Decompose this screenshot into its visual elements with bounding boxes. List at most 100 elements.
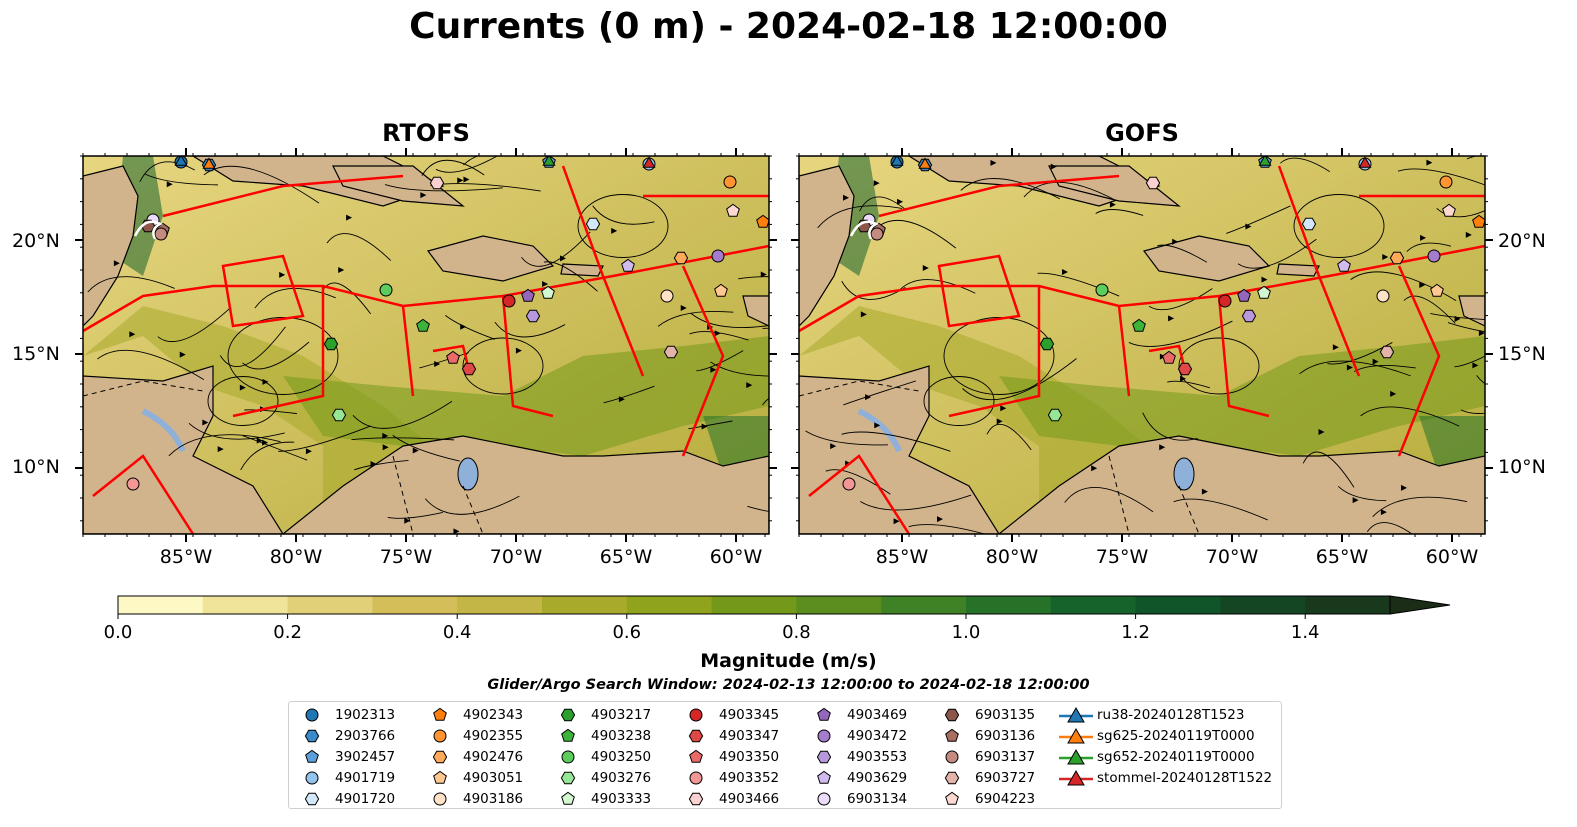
circle-marker-icon (689, 771, 703, 785)
legend-item: 4903250 (551, 747, 651, 768)
colorbar-segment (796, 596, 882, 614)
hexagon-marker-icon (304, 729, 320, 743)
map-panel-rtofs[interactable] (75, 132, 872, 556)
y-tick-label: 10°N (12, 456, 60, 478)
legend-item-label: 6903136 (975, 728, 1036, 745)
pentagon-marker-icon (945, 791, 959, 805)
legend-item: 4903350 (679, 747, 779, 768)
legend-item: 6903727 (935, 767, 1035, 788)
x-tick-label: 70°W (489, 546, 543, 568)
legend-item-label: 6903134 (847, 790, 908, 807)
colorbar-tick-label: 0.2 (273, 622, 302, 643)
hexagon-marker-icon (560, 709, 576, 722)
legend-item: 4903345 (679, 705, 779, 726)
circle-marker-icon (689, 708, 703, 722)
map-marker-4902355 (1439, 175, 1453, 189)
colorbar-label: Magnitude (m/s) (700, 650, 877, 672)
legend-item-label: 4903352 (719, 769, 780, 786)
hexagon-marker-icon (432, 750, 448, 764)
legend-item-label: sg652-20240119T0000 (1097, 748, 1255, 765)
colorbar-tick-label: 0.0 (103, 622, 133, 643)
legend-item: 6903135 (935, 705, 1035, 726)
map-marker-6903137 (154, 227, 168, 241)
pentagon-marker-icon (561, 728, 575, 742)
legend-item: 4901720 (295, 788, 395, 809)
x-tick-label: 85°W (875, 546, 929, 568)
legend-item-label: 6903137 (975, 748, 1036, 765)
legend-item: 1902313 (295, 705, 395, 726)
legend-item-label: 4903333 (591, 790, 652, 807)
colorbar-segment (626, 596, 713, 614)
hexagon-marker-icon (944, 709, 960, 722)
map-panel-gofs[interactable] (791, 131, 1576, 556)
legend-item: 4901719 (295, 767, 395, 788)
map-marker-4903629 (621, 258, 635, 272)
map-marker-4902476 (1389, 251, 1405, 265)
map-marker-4903350 (446, 350, 460, 364)
colorbar-tick-label: 0.4 (442, 622, 472, 643)
legend-item-label: 1902313 (335, 707, 396, 724)
legend-item: 4902355 (423, 726, 523, 747)
triangle-marker-icon (1059, 728, 1093, 744)
y-tick-label: 15°N (1498, 343, 1546, 365)
legend-item: 4903553 (807, 747, 907, 768)
legend-item-label: 4903347 (719, 728, 780, 745)
map-marker-4903466 (1145, 176, 1161, 190)
map-marker-4903186 (1376, 289, 1390, 303)
map-marker-4901720 (1301, 217, 1317, 231)
map-marker-ru38-20240128T1523 (174, 156, 188, 166)
x-tick-label: 60°W (1425, 546, 1479, 568)
legend-column: 1902313 2903766 3902457 4901719 4901720 (295, 705, 395, 809)
colorbar-tick-label: 0.6 (612, 622, 642, 643)
colorbar-tick-label: 1.2 (1121, 622, 1150, 643)
map-marker-4903276 (331, 408, 347, 422)
map-marker-4903238 (1132, 318, 1146, 332)
circle-marker-icon (817, 729, 831, 743)
map-marker-4903553 (1241, 309, 1257, 323)
map-marker-4903352 (126, 477, 140, 491)
map-marker-4903347 (1177, 362, 1193, 376)
legend-item-label: 4903553 (847, 748, 908, 765)
colorbar-segment (1050, 596, 1137, 614)
legend-item: 6903134 (807, 788, 907, 809)
map-area (799, 156, 1485, 534)
map-marker-stommel-20240128T1522 (642, 156, 656, 168)
legend-item: 4903217 (551, 705, 651, 726)
colorbar-segment (202, 596, 289, 614)
legend-column: 4903217 4903238 4903250 4903276 4903333 (551, 705, 651, 809)
legend-item: stommel-20240128T1522 (1057, 767, 1272, 788)
x-tick-label: 60°W (709, 546, 763, 568)
legend-item-label: 4903350 (719, 748, 780, 765)
pentagon-marker-icon (433, 770, 447, 784)
legend-item-label: 4902476 (463, 748, 524, 765)
colorbar-segment (542, 596, 628, 614)
map-marker-sg625-20240119T0000 (202, 157, 216, 169)
colorbar-segment (1135, 596, 1221, 614)
circle-marker-icon (561, 750, 575, 764)
triangle-marker-icon (1059, 748, 1093, 765)
legend-item: 4903629 (807, 767, 907, 788)
colorbar-segment (1220, 596, 1306, 614)
legend-column: 4902343 4902355 4902476 4903051 4903186 (423, 705, 523, 809)
colorbar-segment (711, 596, 797, 614)
colorbar-tick-label: 1.4 (1290, 622, 1320, 643)
legend-item-label: 4903469 (847, 707, 908, 724)
map-marker-6903727 (1379, 345, 1395, 359)
map-marker-4903333 (1257, 285, 1271, 299)
colorbar-tick-label: 0.8 (782, 622, 811, 643)
legend-item-label: 6903727 (975, 769, 1036, 786)
y-tick-label: 10°N (1498, 456, 1546, 478)
legend-item: 6904223 (935, 788, 1035, 809)
pentagon-marker-icon (305, 749, 319, 763)
map-marker-4903250 (379, 283, 393, 297)
pentagon-marker-icon (817, 708, 831, 722)
map-area (83, 156, 769, 534)
legend-item-label: ru38-20240128T1523 (1097, 707, 1245, 724)
map-marker-sg625-20240119T0000 (918, 157, 932, 169)
x-tick-label: 75°W (379, 546, 433, 568)
legend-item: 4903472 (807, 726, 907, 747)
circle-marker-icon (945, 750, 959, 764)
map-marker-4903629 (1337, 258, 1351, 272)
legend-item-label: 4903250 (591, 748, 652, 765)
triangle-marker-icon (1059, 769, 1093, 786)
